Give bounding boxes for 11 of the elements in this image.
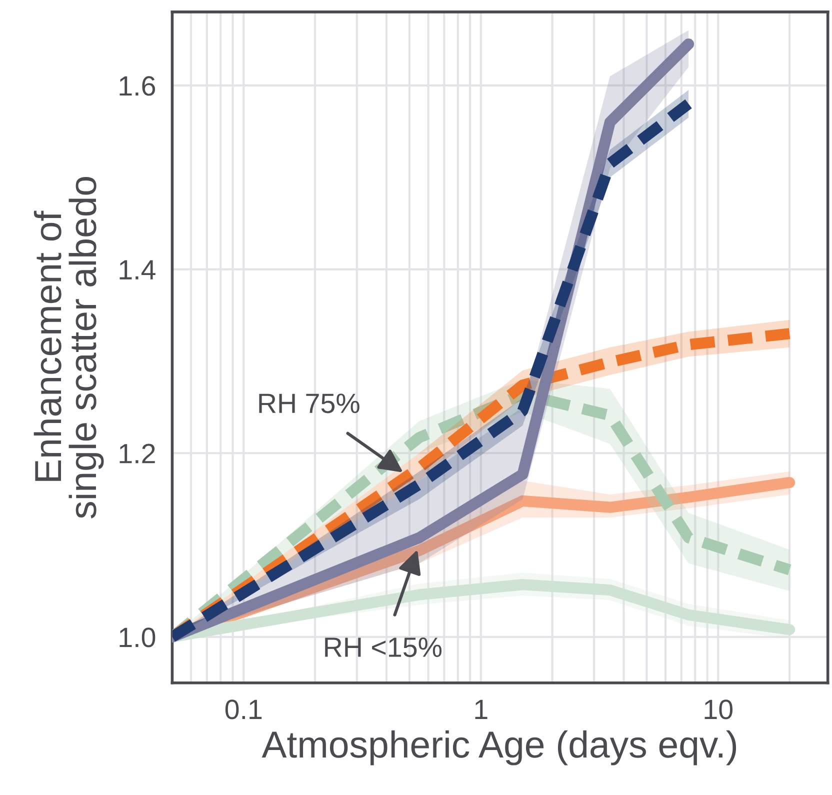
x-tick-label: 10 (704, 700, 732, 720)
y-tick-label: 1.4 (120, 260, 156, 280)
y-tick-label: 1.0 (120, 628, 156, 648)
y-axis-title: Enhancement of single scatter albedo (34, 176, 104, 518)
annotation: RH <15% (325, 638, 442, 658)
x-axis-title: Atmospheric Age (days eqv.) (262, 730, 736, 766)
y-tick-label: 1.6 (120, 76, 156, 96)
y-tick-label: 1.2 (120, 444, 155, 464)
x-tick-label: 1 (475, 700, 488, 720)
annotation: RH 75% (259, 394, 360, 414)
x-tick-label: 0.1 (225, 700, 262, 720)
